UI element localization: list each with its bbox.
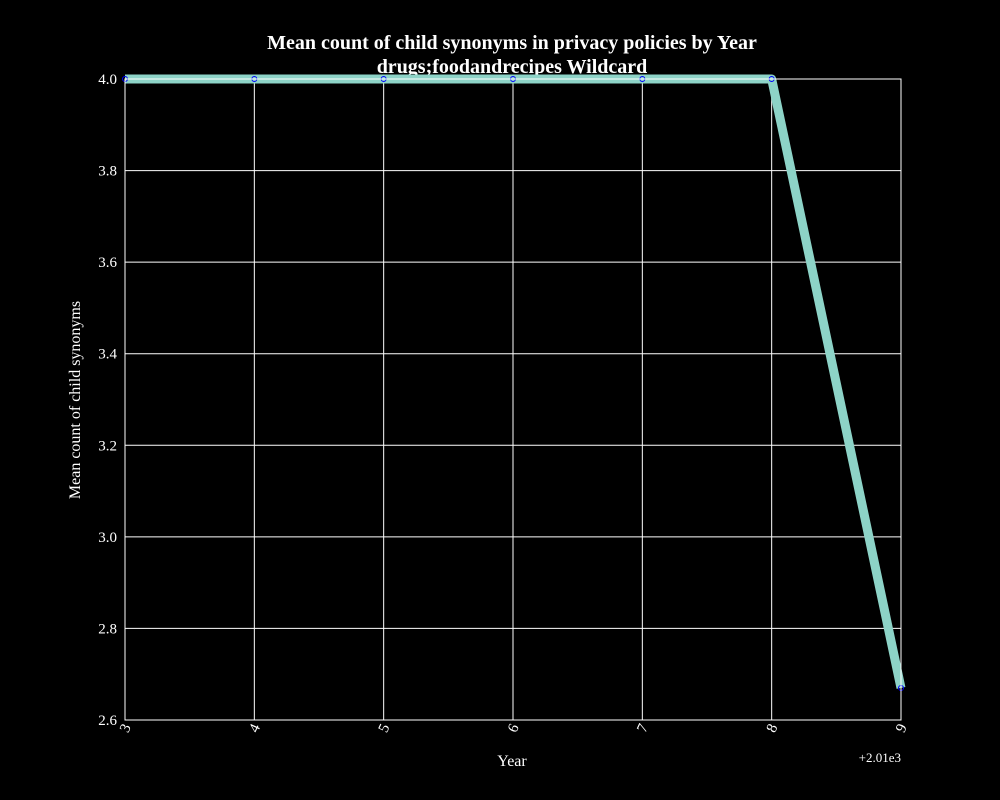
y-tick-label: 3.8 (98, 164, 117, 180)
y-tick-label: 3.0 (98, 530, 117, 546)
x-tick-label: 6 (505, 721, 523, 735)
grid (124, 78, 902, 721)
x-axis-label: Year (497, 753, 527, 770)
y-axis-label: Mean count of child synonyms (67, 301, 84, 499)
y-tick-label: 4.0 (98, 72, 117, 88)
y-tick-label: 3.4 (98, 347, 117, 363)
y-tick-label: 3.2 (98, 438, 117, 454)
x-axis-ticks: 3 4 5 6 7 8 9 (117, 721, 911, 735)
x-tick-label: 7 (634, 721, 652, 735)
x-tick-label: 9 (893, 722, 911, 736)
plot-frame (124, 78, 902, 721)
x-axis-offset-label: +2.01e3 (859, 750, 901, 765)
y-axis-ticks: 2.6 2.8 3.0 3.2 3.4 3.6 3.8 4.0 (98, 72, 117, 729)
x-tick-label: 8 (764, 722, 782, 736)
y-tick-label: 3.6 (98, 255, 117, 271)
chart-title: Mean count of child synonyms in privacy … (267, 32, 757, 54)
x-tick-label: 3 (117, 722, 135, 736)
y-tick-label: 2.6 (98, 713, 117, 729)
x-tick-label: 4 (246, 721, 264, 735)
x-tick-label: 5 (376, 722, 394, 736)
y-tick-label: 2.8 (98, 621, 117, 637)
chart-subtitle: drugs;foodandrecipes Wildcard (377, 56, 648, 78)
